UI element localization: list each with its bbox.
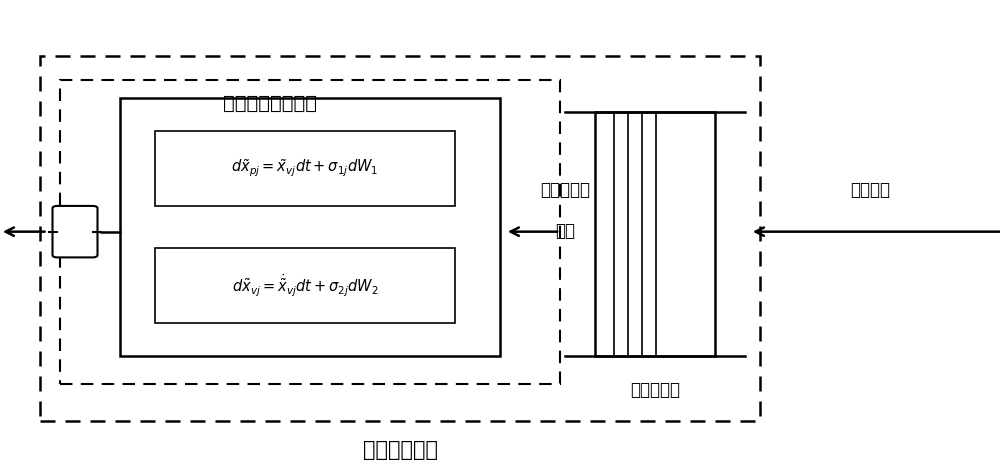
Bar [60,80,560,384]
Bar [155,131,455,206]
Text: 信息: 信息 [555,222,575,240]
Text: 人的决策行为模型: 人的决策行为模型 [223,94,317,113]
Text: 多类型信息: 多类型信息 [630,381,680,399]
Text: $d\tilde{x}_{pj} = \tilde{x}_{vj}dt + \sigma_{1j}dW_1$: $d\tilde{x}_{pj} = \tilde{x}_{vj}dt + \s… [231,158,379,179]
Bar [155,248,455,323]
Text: $d\tilde{x}_{vj} = \dot{\tilde{x}}_{vj}dt + \sigma_{2j}dW_2$: $d\tilde{x}_{vj} = \dot{\tilde{x}}_{vj}d… [232,272,378,299]
Bar [40,56,760,421]
Text: 数据处理模块: 数据处理模块 [362,440,438,460]
FancyBboxPatch shape [52,206,98,257]
Bar [120,98,500,356]
Text: 输出反馈: 输出反馈 [850,181,890,199]
Text: 任务分布式: 任务分布式 [540,181,590,199]
Bar [595,112,715,356]
